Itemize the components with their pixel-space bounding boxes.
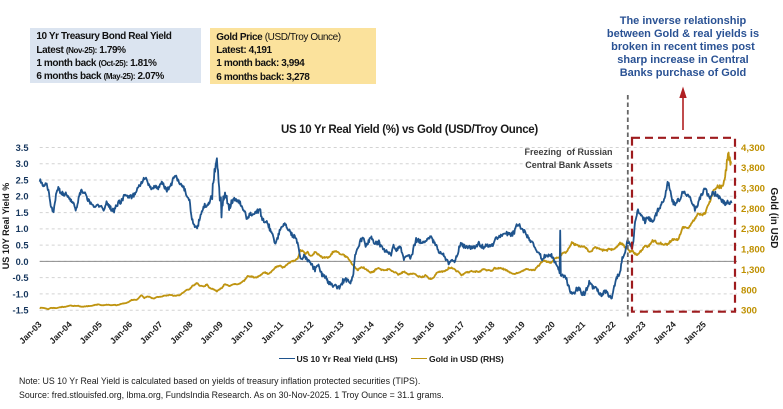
svg-text:300: 300 xyxy=(741,306,757,317)
svg-text:Jan-08: Jan-08 xyxy=(168,319,195,346)
svg-text:Jan-21: Jan-21 xyxy=(561,319,588,346)
svg-text:Jan-25: Jan-25 xyxy=(681,319,708,346)
svg-text:Jan-24: Jan-24 xyxy=(651,319,678,346)
svg-text:Jan-18: Jan-18 xyxy=(470,319,497,346)
svg-text:Jan-06: Jan-06 xyxy=(108,319,135,346)
svg-text:Jan-20: Jan-20 xyxy=(530,319,557,346)
svg-text:Gold (in USD: Gold (in USD xyxy=(768,188,779,249)
svg-text:800: 800 xyxy=(741,285,757,296)
svg-text:2,800: 2,800 xyxy=(741,204,765,215)
svg-text:3.5: 3.5 xyxy=(16,143,29,153)
svg-text:1,300: 1,300 xyxy=(741,265,765,276)
svg-text:Jan-11: Jan-11 xyxy=(259,319,285,345)
svg-text:Jan-04: Jan-04 xyxy=(47,319,74,346)
svg-text:-0.5: -0.5 xyxy=(12,273,28,283)
svg-text:1,800: 1,800 xyxy=(741,245,765,256)
svg-text:Jan-09: Jan-09 xyxy=(198,319,225,346)
svg-text:Jan-12: Jan-12 xyxy=(289,319,316,346)
svg-text:1.5: 1.5 xyxy=(16,208,29,218)
svg-text:0.0: 0.0 xyxy=(16,257,29,267)
svg-text:Jan-07: Jan-07 xyxy=(138,319,165,346)
svg-text:Jan-22: Jan-22 xyxy=(591,319,618,346)
svg-text:-1.5: -1.5 xyxy=(12,306,28,316)
svg-text:Jan-23: Jan-23 xyxy=(621,319,648,346)
svg-text:Jan-05: Jan-05 xyxy=(77,319,104,346)
svg-text:Jan-17: Jan-17 xyxy=(440,319,467,346)
svg-text:Jan-15: Jan-15 xyxy=(379,319,406,346)
svg-text:Jan-14: Jan-14 xyxy=(349,319,376,346)
svg-text:3.0: 3.0 xyxy=(16,159,29,169)
svg-text:Jan-16: Jan-16 xyxy=(410,319,437,346)
svg-text:3,800: 3,800 xyxy=(741,163,765,174)
svg-text:3,300: 3,300 xyxy=(741,184,765,195)
svg-text:Jan-19: Jan-19 xyxy=(500,319,527,346)
svg-text:0.5: 0.5 xyxy=(16,241,29,251)
svg-text:Jan-10: Jan-10 xyxy=(228,319,255,346)
svg-text:2.5: 2.5 xyxy=(16,175,29,185)
svg-text:2.0: 2.0 xyxy=(16,192,29,202)
svg-text:4,300: 4,300 xyxy=(741,143,765,154)
svg-text:Jan-13: Jan-13 xyxy=(319,319,346,346)
svg-text:2,300: 2,300 xyxy=(741,224,765,235)
svg-text:Jan-03: Jan-03 xyxy=(17,319,44,346)
svg-text:-1.0: -1.0 xyxy=(12,289,28,299)
svg-text:US 10Y Real Yield %: US 10Y Real Yield % xyxy=(1,183,11,269)
svg-text:1.0: 1.0 xyxy=(16,224,29,234)
